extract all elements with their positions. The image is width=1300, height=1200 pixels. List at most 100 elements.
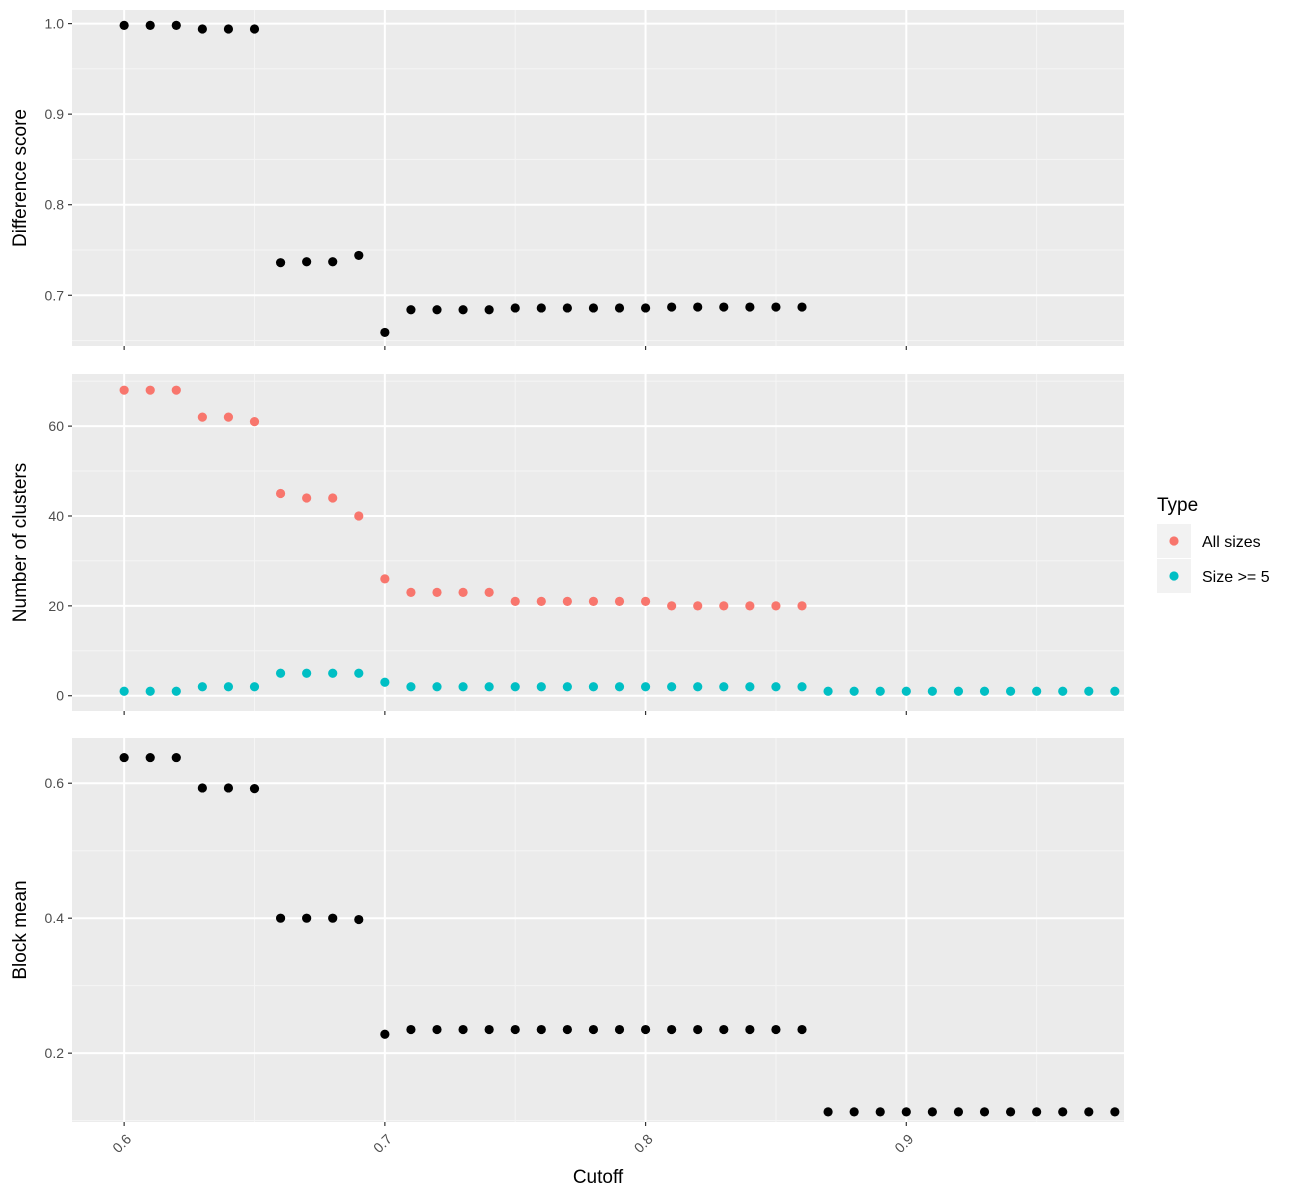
y-tick-label: 0 (56, 688, 64, 704)
point-2-2 (510, 682, 520, 692)
point-2-2 (953, 686, 964, 696)
point-3-1 (693, 1024, 703, 1035)
point-2-2 (119, 686, 129, 696)
point-3-1 (380, 1029, 390, 1039)
legend-label: All sizes (1202, 534, 1261, 551)
point-3-1 (1084, 1107, 1094, 1117)
point-2-2 (145, 686, 155, 696)
y-tick-label: 40 (48, 508, 64, 524)
panel-background (72, 10, 1124, 346)
x-tick-label: 0.6 (109, 1131, 134, 1156)
point-2-2 (328, 668, 338, 678)
point-1-1 (380, 327, 390, 338)
x-axis-title: Cutoff (573, 1167, 624, 1188)
point-1-1 (458, 305, 468, 315)
point-3-1 (1032, 1107, 1042, 1117)
point-1-1 (771, 302, 781, 312)
point-1-1 (275, 258, 286, 268)
point-3-1 (614, 1024, 625, 1035)
point-2-1 (719, 601, 729, 611)
y-tick-label: 1.0 (45, 16, 65, 32)
point-2-1 (223, 412, 234, 422)
y-tick-label: 60 (48, 418, 64, 434)
point-2-1 (249, 417, 260, 427)
point-2-2 (875, 686, 885, 696)
point-2-1 (432, 587, 442, 597)
point-2-1 (640, 596, 651, 606)
point-1-1 (797, 302, 807, 312)
y-axis-title: Difference score (10, 109, 31, 247)
point-2-2 (562, 682, 572, 692)
point-2-2 (380, 677, 390, 687)
point-2-2 (745, 682, 755, 692)
point-2-1 (693, 601, 703, 611)
point-2-2 (223, 682, 234, 692)
point-2-1 (171, 385, 181, 395)
point-3-1 (145, 752, 155, 763)
point-1-1 (745, 302, 755, 312)
point-1-1 (510, 303, 520, 313)
point-2-1 (797, 601, 807, 611)
point-1-1 (302, 257, 312, 267)
point-1-1 (614, 303, 625, 313)
y-tick-label: 20 (48, 598, 64, 614)
point-2-2 (901, 686, 911, 696)
legend-key-point (1169, 536, 1179, 546)
point-2-2 (1110, 686, 1120, 696)
point-2-2 (1084, 686, 1094, 696)
point-2-2 (458, 682, 468, 692)
y-axis-title: Block mean (10, 880, 31, 979)
point-1-1 (693, 302, 703, 312)
point-2-1 (484, 587, 494, 597)
point-1-1 (588, 303, 599, 313)
point-2-2 (693, 682, 703, 692)
point-2-2 (354, 668, 364, 678)
point-3-1 (979, 1107, 990, 1117)
point-3-1 (953, 1107, 964, 1117)
point-3-1 (927, 1107, 937, 1117)
point-3-1 (771, 1024, 781, 1035)
point-3-1 (354, 914, 364, 925)
point-2-1 (667, 601, 677, 611)
point-1-1 (197, 24, 207, 34)
point-1-1 (719, 302, 729, 312)
point-2-1 (380, 574, 390, 584)
panel-1: 0.7 0.8 0.9 1.0 Difference score (10, 10, 1124, 350)
point-3-1 (1058, 1107, 1068, 1117)
legend-entries: All sizes Size >= 5 (1157, 524, 1270, 593)
point-3-1 (1005, 1107, 1016, 1117)
point-3-1 (875, 1107, 885, 1117)
point-3-1 (458, 1024, 468, 1035)
point-2-1 (119, 385, 129, 395)
point-2-2 (927, 686, 937, 696)
point-2-2 (588, 682, 599, 692)
point-2-2 (797, 682, 807, 692)
point-2-2 (432, 682, 442, 692)
point-1-1 (562, 303, 572, 313)
point-2-2 (249, 682, 260, 692)
point-3-1 (588, 1024, 599, 1035)
point-2-1 (302, 493, 312, 503)
point-1-1 (328, 257, 338, 267)
legend-label: Size >= 5 (1202, 569, 1270, 586)
point-3-1 (823, 1107, 833, 1117)
point-2-2 (771, 682, 781, 692)
point-1-1 (432, 305, 442, 315)
panel-background (72, 738, 1124, 1122)
point-2-1 (406, 587, 416, 597)
point-3-1 (197, 783, 207, 793)
point-3-1 (510, 1024, 520, 1035)
panel-2: 0 20 40 60 Number of clusters (10, 374, 1124, 715)
point-2-2 (406, 682, 416, 692)
x-tick-label: 0.8 (631, 1131, 656, 1156)
point-2-2 (979, 686, 990, 696)
point-2-1 (458, 587, 468, 597)
x-tick-label: 0.7 (370, 1131, 395, 1156)
y-tick-label: 0.4 (45, 910, 65, 926)
point-1-1 (119, 20, 129, 30)
point-3-1 (719, 1024, 729, 1035)
point-3-1 (484, 1024, 494, 1035)
point-2-2 (275, 668, 286, 678)
point-2-1 (536, 596, 546, 606)
point-3-1 (302, 913, 312, 923)
